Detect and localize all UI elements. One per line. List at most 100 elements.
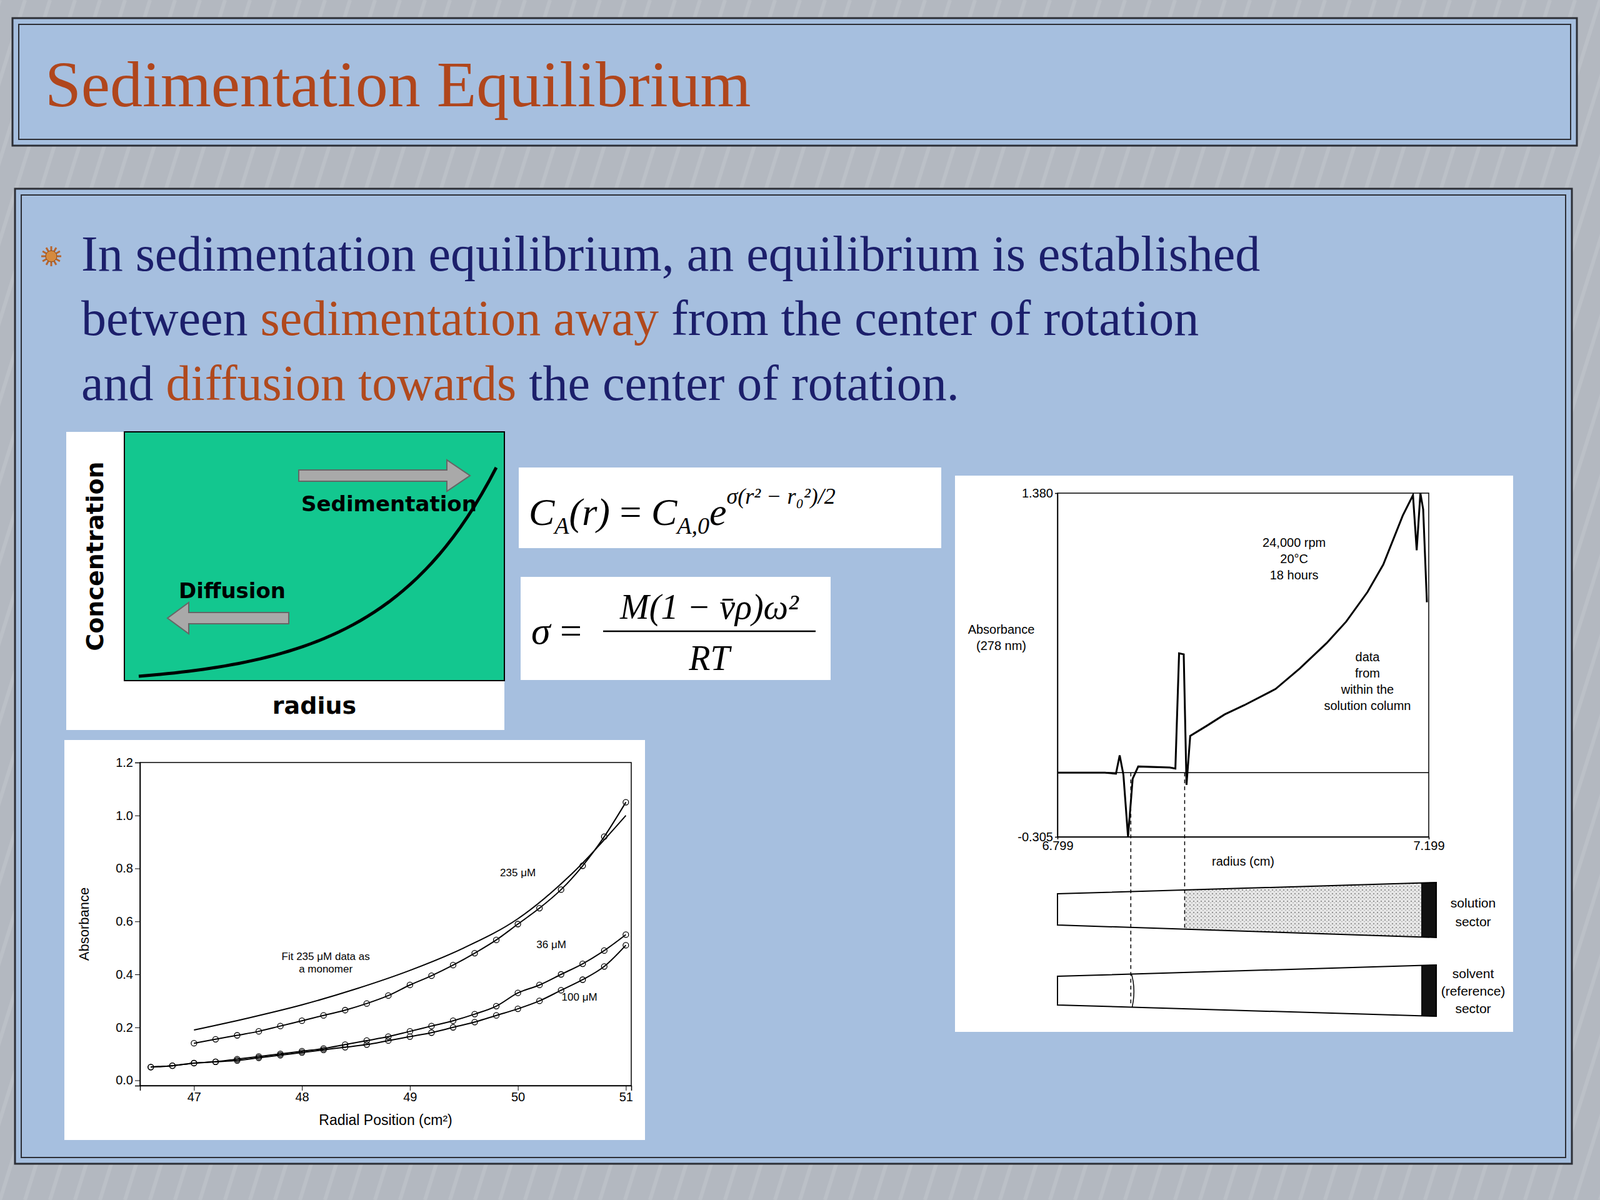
- tick-label: 0.2: [115, 1020, 134, 1035]
- y-axis-title: Absorbance: [968, 622, 1035, 637]
- equation-part: σ(r² − r₀²)/2: [726, 483, 836, 509]
- tick: 1.380: [1021, 486, 1058, 500]
- axis-title: radius: [272, 691, 357, 720]
- cell-outline: [1057, 882, 1437, 938]
- tick: 0.0: [115, 1073, 140, 1087]
- equation-part: C: [528, 490, 555, 534]
- data-point: [601, 963, 607, 970]
- data-point: [515, 1006, 521, 1012]
- arrow-label: Diffusion: [178, 578, 286, 604]
- data-point: [256, 1028, 262, 1035]
- data-point: [493, 1012, 500, 1019]
- data-point: [623, 942, 629, 949]
- tick-mark: [135, 868, 140, 870]
- tick: 1.0: [115, 808, 140, 823]
- data-point: [471, 950, 478, 957]
- tick-mark: [135, 815, 140, 817]
- arrow-left: [167, 602, 289, 634]
- data-point: [342, 1044, 349, 1050]
- x-axis-title: Radial Position (cm²): [318, 1111, 452, 1129]
- data-point: [536, 981, 543, 988]
- data-point: [342, 1007, 349, 1014]
- y-axis: -0.305 1.380: [1017, 486, 1058, 844]
- plot-area: [148, 799, 629, 1070]
- cell-body: [1057, 965, 1437, 1017]
- data-point: [320, 1046, 327, 1053]
- tick-label: 1.0: [115, 808, 134, 823]
- equation-box: [518, 467, 942, 549]
- bullet-segment: diffusion towards: [166, 355, 517, 411]
- title: Sedimentation Equilibrium: [45, 48, 751, 120]
- equation-part: C: [651, 490, 678, 534]
- data-point: [212, 1058, 219, 1065]
- bullet-segment: and: [81, 355, 167, 411]
- chart-absorbance-r2: 47484950510.00.20.40.60.81.01.2235 μM36 …: [64, 740, 645, 1140]
- annotation: data: [1355, 650, 1381, 664]
- data-point: [277, 1052, 284, 1059]
- tick-label: 48: [295, 1090, 309, 1104]
- tick-label: 0.0: [115, 1073, 134, 1087]
- cell-bottom: [1421, 956, 1437, 1025]
- data-point: [385, 1037, 392, 1044]
- data-point: [558, 971, 564, 978]
- tick-mark: [135, 762, 140, 764]
- data-point: [471, 1011, 478, 1017]
- cell-label: solution: [1450, 895, 1496, 910]
- annotation: 235 μM: [500, 866, 536, 879]
- axis-line: [140, 1086, 632, 1092]
- schematic: SedimentationDiffusionConcentrationradiu…: [66, 431, 505, 730]
- annotation: a monomer: [298, 963, 353, 975]
- tick: -0.305: [1017, 830, 1058, 844]
- x-axis: 4748495051: [140, 1085, 634, 1104]
- series-line: [150, 945, 626, 1067]
- tick-label: 0.4: [115, 967, 134, 982]
- data-point: [234, 1032, 240, 1039]
- axis-line: [1055, 493, 1059, 838]
- meniscus-guide: [1184, 772, 1186, 930]
- data-point: [277, 1023, 284, 1029]
- tick: 51: [619, 1085, 634, 1104]
- data-point: [471, 1019, 478, 1025]
- series-line: [1057, 493, 1427, 837]
- meniscus-guide: [1130, 772, 1132, 1007]
- tick: 0.2: [115, 1020, 140, 1035]
- chart-background: [955, 475, 1514, 1032]
- bullet-segment: In sedimentation equilibrium, an equilib…: [81, 226, 1260, 282]
- bullet-line: In sedimentation equilibrium, an equilib…: [81, 226, 1260, 282]
- schematic-background: [66, 431, 505, 730]
- data-point: [450, 1024, 456, 1030]
- data-point: [428, 1023, 435, 1029]
- tick-label: 1.380: [1021, 486, 1054, 500]
- y-axis-title: Absorbance: [76, 887, 92, 961]
- data-point: [169, 1063, 175, 1069]
- tick-label: 1.2: [115, 755, 134, 770]
- schematic-curve: [138, 467, 497, 677]
- data-point: [515, 921, 521, 927]
- arrow-right: [298, 460, 470, 492]
- annotation: from: [1355, 666, 1380, 680]
- content-box: [15, 188, 1572, 1164]
- content-box-inner: [21, 195, 1566, 1158]
- arrow-label: Sedimentation: [301, 491, 477, 517]
- data-point: [580, 961, 586, 967]
- data-point: [148, 1064, 154, 1070]
- annotation: 24,000 rpm: [1262, 535, 1326, 550]
- bullet-segment: between: [81, 290, 261, 346]
- data-point: [212, 1036, 219, 1042]
- data-point: [493, 936, 500, 943]
- x-axis: 6.7997.199: [1041, 836, 1445, 853]
- data-point: [234, 1057, 240, 1064]
- cell-label: (reference): [1441, 983, 1506, 999]
- meniscus: [1130, 971, 1134, 1013]
- data-point: [536, 998, 543, 1004]
- cell-label: sector: [1455, 914, 1491, 929]
- tick: 47: [187, 1085, 202, 1104]
- cell-label: sector: [1455, 1001, 1491, 1016]
- equation-part: =: [610, 490, 652, 534]
- data-point: [406, 1033, 413, 1040]
- axis-line: [1058, 837, 1430, 840]
- y-axis-title: (278 nm): [976, 638, 1027, 653]
- equation-part: M(1 − v̄ρ)ω²: [619, 587, 800, 627]
- series-line: [193, 802, 626, 1044]
- tick-label: 7.199: [1413, 838, 1445, 853]
